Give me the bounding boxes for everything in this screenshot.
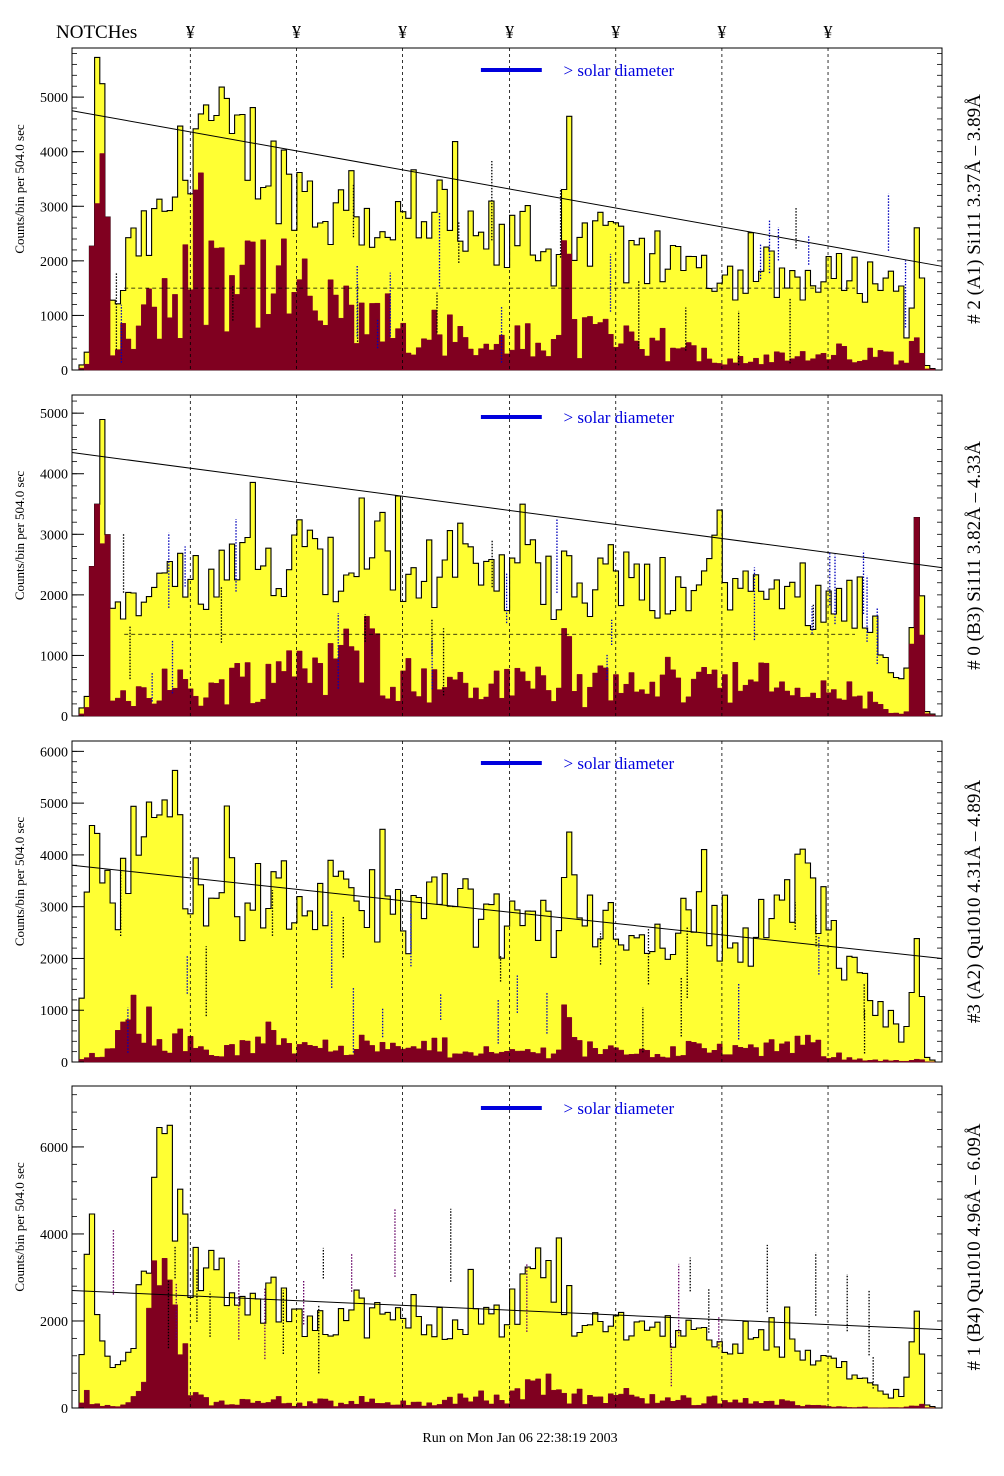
histogram-panels: 0 1000 2000 3000 4000 5000 Counts/bin per 504.… [12, 47, 985, 1417]
y-tick-label: 5000 [40, 407, 68, 422]
y-axis-label: Counts/bin per 504.0 sec [12, 471, 27, 600]
y-tick-label: 2000 [40, 1315, 68, 1330]
total-counts-histogram [78, 1124, 936, 1409]
total-counts-histogram [78, 418, 936, 717]
subset-counts-histogram [78, 1258, 936, 1409]
y-axis: 0 1000 2000 3000 4000 5000 [40, 400, 942, 725]
y-tick-label: 1000 [40, 649, 68, 664]
y-axis: 0 1000 2000 3000 4000 5000 [40, 53, 942, 379]
y-tick-label: 6000 [40, 1141, 68, 1156]
subset-counts-histogram [78, 994, 936, 1063]
y-tick-label: 4000 [40, 468, 68, 483]
histogram-panel-1: 0 1000 2000 3000 4000 5000 Counts/bin per 504.… [12, 47, 985, 379]
panel-label: # 0 (B3) Si111 3.82Å – 4.33Å [964, 441, 985, 670]
y-tick-label: 1000 [40, 1004, 68, 1019]
y-tick-label: 0 [61, 710, 68, 725]
total-counts-histogram [78, 56, 936, 371]
y-axis: 0 2000 4000 6000 [40, 1094, 942, 1417]
y-tick-label: 4000 [40, 1228, 68, 1243]
panel-label: # 1 (B4) Qu1010 4.96Å – 6.09Å [964, 1123, 985, 1370]
notch-marker-2: ¥ [292, 22, 301, 42]
histogram-panel-4: 0 2000 4000 6000 Counts/bin per 504.0 sec > s… [12, 1085, 985, 1417]
y-axis: 0 1000 2000 3000 4000 5000 6000 [40, 740, 942, 1071]
notch-marker-4: ¥ [505, 22, 514, 42]
y-axis-label: Counts/bin per 504.0 sec [12, 1162, 27, 1291]
y-tick-label: 5000 [40, 91, 68, 106]
y-tick-label: 3000 [40, 901, 68, 916]
solar-diameter-label: > solar diameter [564, 754, 675, 773]
y-tick-label: 4000 [40, 849, 68, 864]
y-tick-label: 3000 [40, 528, 68, 543]
solar-diameter-label: > solar diameter [564, 1099, 675, 1118]
trend-line [71, 864, 943, 959]
y-tick-label: 2000 [40, 589, 68, 604]
histogram-panel-3: 0 1000 2000 3000 4000 5000 6000 Counts/bin per … [12, 740, 985, 1071]
subset-counts-histogram [78, 503, 936, 717]
y-tick-label: 0 [61, 364, 68, 379]
y-axis-label: Counts/bin per 504.0 sec [12, 817, 27, 946]
solar-diameter-label: > solar diameter [564, 408, 675, 427]
notch-marker-7: ¥ [824, 22, 833, 42]
notch-markers: ¥ ¥ ¥ ¥ ¥ ¥ ¥ [186, 22, 833, 42]
notches-header-label: NOTCHes [56, 22, 137, 43]
notch-marker-1: ¥ [186, 22, 195, 42]
y-tick-label: 6000 [40, 745, 68, 760]
trend-line [71, 452, 943, 569]
y-tick-label: 3000 [40, 200, 68, 215]
panel-label: # 2 (A1) Si111 3.37Å – 3.89Å [964, 94, 985, 324]
notch-marker-6: ¥ [717, 22, 726, 42]
solar-diameter-label: > solar diameter [564, 61, 675, 80]
y-tick-label: 1000 [40, 309, 68, 324]
trend-line [71, 1290, 943, 1331]
trend-line [71, 110, 943, 267]
total-counts-histogram [78, 769, 936, 1063]
notch-marker-3: ¥ [398, 22, 407, 42]
y-axis-label: Counts/bin per 504.0 sec [12, 124, 27, 253]
notch-marker-5: ¥ [611, 22, 620, 42]
y-tick-label: 5000 [40, 797, 68, 812]
y-tick-label: 4000 [40, 146, 68, 161]
y-tick-label: 0 [61, 1402, 68, 1417]
run-timestamp: Run on Mon Jan 06 22:38:19 2003 [422, 1431, 617, 1446]
histogram-panel-2: 0 1000 2000 3000 4000 5000 Counts/bin per 504.… [12, 394, 985, 725]
y-tick-label: 2000 [40, 255, 68, 270]
panel-label: #3 (A2) Qu1010 4.31Å – 4.89Å [964, 780, 985, 1024]
y-tick-label: 2000 [40, 952, 68, 967]
subset-counts-histogram [78, 153, 936, 371]
y-tick-label: 0 [61, 1056, 68, 1071]
